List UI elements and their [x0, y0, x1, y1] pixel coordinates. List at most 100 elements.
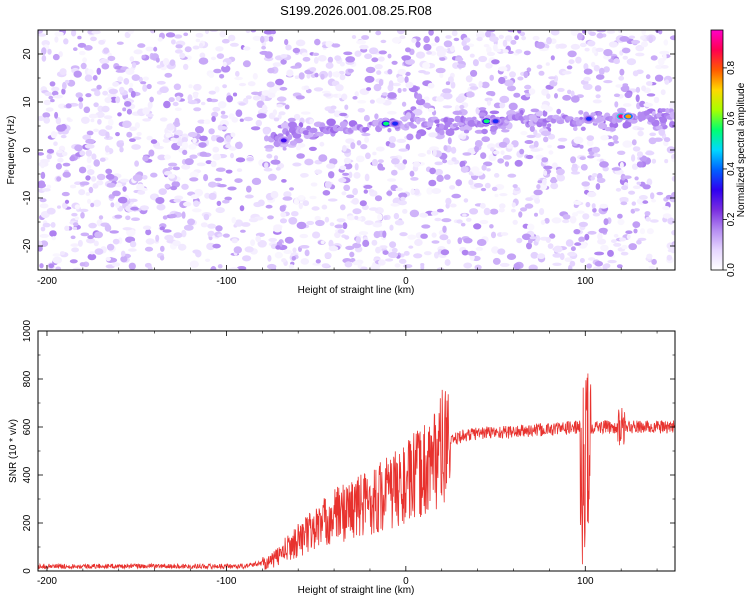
heatmap-cell	[632, 185, 641, 189]
heatmap-cell	[159, 117, 168, 122]
heatmap-cell	[346, 194, 355, 199]
heatmap-cell	[159, 226, 165, 231]
heatmap-cell	[454, 115, 462, 123]
heatmap-hotspot	[383, 121, 390, 126]
heatmap-cell	[603, 80, 613, 84]
heatmap-cell	[355, 155, 365, 163]
heatmap-cell	[397, 87, 402, 94]
heatmap-cell	[240, 229, 246, 233]
heatmap-cell	[122, 227, 133, 231]
heatmap-cell	[628, 243, 637, 251]
heatmap-cell	[131, 74, 140, 81]
heatmap-cell	[109, 230, 119, 234]
heatmap-cell	[280, 58, 287, 65]
heatmap-cell	[480, 187, 487, 192]
heatmap-cell	[61, 88, 66, 95]
heatmap-cell	[547, 123, 552, 128]
heatmap-cell	[79, 181, 90, 186]
heatmap-cell	[586, 139, 594, 147]
heatmap-cell	[325, 40, 334, 48]
heatmap-cell	[38, 182, 46, 189]
heatmap-cell	[540, 130, 551, 137]
heatmap-cell	[646, 81, 653, 86]
heatmap-cell	[88, 113, 98, 119]
heatmap-cell	[296, 153, 305, 159]
heatmap-cell	[594, 260, 603, 267]
heatmap-cell	[273, 155, 279, 161]
heatmap-cell	[649, 132, 657, 137]
heatmap-cell	[671, 191, 675, 198]
colorbar-tick-label: 0.2	[726, 212, 737, 226]
heatmap-cell	[579, 42, 587, 48]
heatmap-cell	[656, 191, 664, 196]
heatmap-cell	[516, 237, 523, 244]
heatmap-cell	[63, 38, 69, 45]
heatmap-cell	[476, 31, 484, 35]
heatmap-cell	[399, 232, 408, 237]
heatmap-cell	[74, 204, 81, 210]
heatmap-cell	[644, 211, 651, 216]
heatmap-cell	[557, 43, 567, 49]
heatmap-cell	[192, 45, 200, 50]
heatmap-cell	[105, 173, 115, 180]
heatmap-cell	[266, 153, 273, 159]
heatmap-cell	[573, 200, 582, 206]
heatmap-cell	[498, 34, 504, 40]
heatmap-cell	[244, 246, 254, 253]
heatmap-cell	[252, 73, 258, 80]
heatmap-cell	[127, 248, 137, 252]
heatmap-cell	[352, 188, 358, 196]
heatmap-cell	[413, 188, 420, 195]
heatmap-cell	[588, 151, 595, 156]
heatmap-cell	[358, 231, 369, 236]
heatmap-cell	[73, 47, 78, 51]
heatmap-cell	[277, 114, 282, 120]
heatmap-cell	[387, 128, 392, 133]
heatmap-cell	[364, 75, 375, 83]
heatmap-cell	[93, 240, 99, 247]
heatmap-cell	[387, 53, 392, 59]
heatmap-x-tick-label: 100	[577, 276, 594, 287]
heatmap-cell	[58, 103, 66, 109]
heatmap-cell	[622, 83, 629, 87]
heatmap-cell	[93, 199, 102, 207]
heatmap-cell	[431, 232, 437, 238]
heatmap-cell	[592, 173, 598, 177]
heatmap-cell	[41, 55, 47, 62]
heatmap-cell	[498, 141, 508, 148]
heatmap-cell	[112, 190, 121, 197]
heatmap-cell	[174, 107, 182, 111]
heatmap-cell	[327, 56, 334, 64]
heatmap-cell	[314, 215, 321, 221]
heatmap-cell	[192, 92, 199, 99]
heatmap-cell	[343, 51, 353, 56]
heatmap-cell	[212, 106, 221, 112]
heatmap-cell	[82, 134, 92, 141]
heatmap-cell	[603, 218, 609, 226]
heatmap-cell	[473, 183, 484, 188]
heatmap-cell	[198, 57, 209, 65]
heatmap-y-ticks: -20 -10 0 10 20	[22, 29, 675, 271]
heatmap-cell	[423, 96, 430, 102]
heatmap-cell	[216, 200, 222, 206]
heatmap-cell	[125, 205, 135, 213]
heatmap-cell	[648, 137, 657, 145]
heatmap-cell	[378, 259, 386, 266]
heatmap-cell	[245, 30, 251, 34]
heatmap-cell	[584, 233, 590, 241]
heatmap-cell	[208, 72, 215, 78]
heatmap-cell	[42, 188, 51, 192]
heatmap-cell	[205, 258, 211, 262]
heatmap-cell	[395, 187, 403, 192]
heatmap-cell	[262, 127, 271, 135]
heatmap-cell	[505, 35, 513, 42]
heatmap-cell	[636, 239, 642, 245]
heatmap-cell	[617, 218, 625, 226]
heatmap-cell	[667, 248, 673, 253]
heatmap-cell	[576, 210, 585, 214]
heatmap-cell	[568, 59, 575, 65]
heatmap-cell	[647, 116, 656, 123]
heatmap-cell	[265, 204, 273, 209]
heatmap-cell	[344, 104, 349, 110]
heatmap-cell	[498, 207, 505, 213]
